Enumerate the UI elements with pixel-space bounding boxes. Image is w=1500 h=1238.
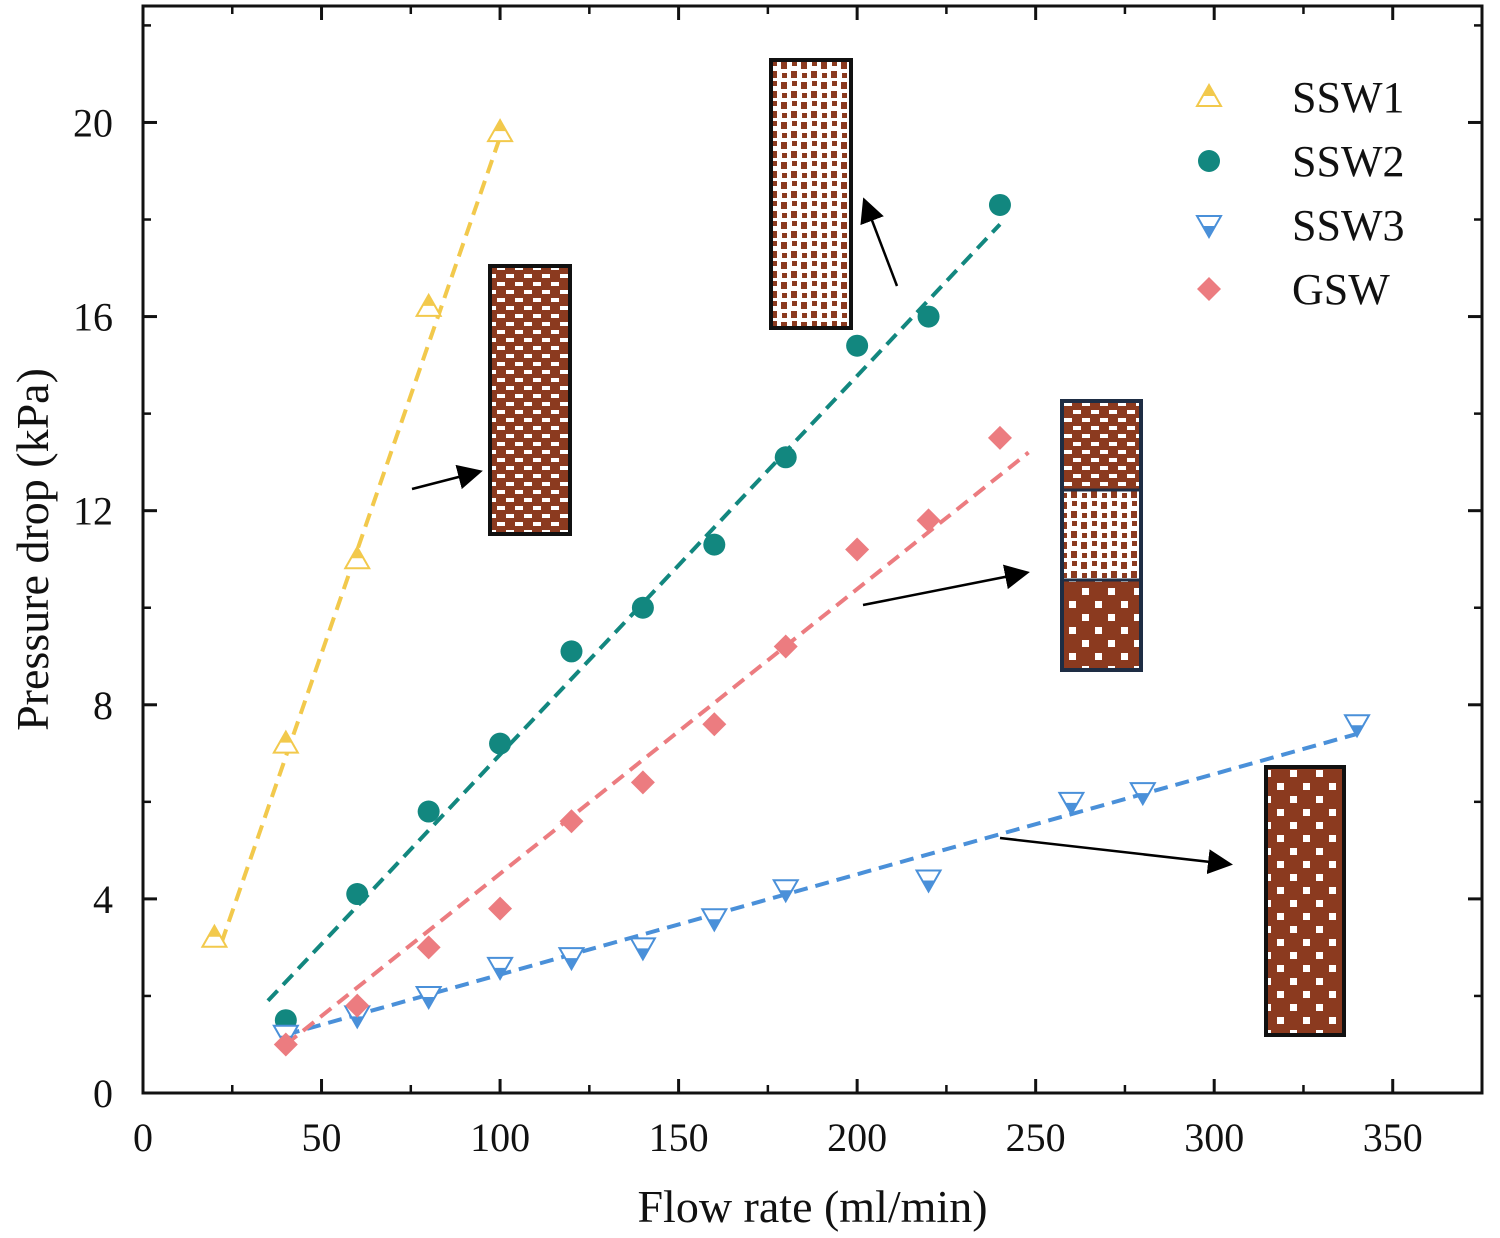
gsw-point [773,634,798,659]
x-tick-label: 0 [133,1115,153,1160]
gsw-structure-bottom [1062,580,1141,670]
x-tick-label: 150 [649,1115,709,1160]
ssw2-structure-arrow [860,197,899,287]
ssw3-point [771,879,800,904]
legend-marker-gsw [1197,277,1221,301]
y-tick-label: 16 [73,295,113,340]
ssw3-point [629,937,657,962]
data-points [200,118,1371,1057]
ssw2-point [560,640,583,663]
ssw2-point [703,533,726,556]
ssw2-point [988,193,1011,216]
ssw3-point [1057,791,1086,816]
legend-label-ssw3: SSW3 [1292,201,1404,250]
x-tick-label: 250 [1006,1115,1066,1160]
gsw-point [488,896,513,921]
gsw-structure-middle [1062,490,1141,580]
ssw1-structure-inset [488,264,572,536]
x-tick-label: 350 [1363,1115,1423,1160]
legend-marker-ssw1 [1195,82,1223,107]
ssw2-point [489,732,512,755]
legend-label-ssw1: SSW1 [1292,73,1404,122]
x-tick-label: 100 [470,1115,530,1160]
axes: 0 50 100 150 200 250 300 350 0 4 8 12 16 20 [73,6,1482,1160]
x-tick-label: 200 [827,1115,887,1160]
ssw2-point [917,305,940,328]
x-axis-title: Flow rate (ml/min) [637,1181,987,1232]
gsw-point [345,993,370,1018]
legend-marker-ssw2 [1198,150,1220,172]
gsw-point [702,712,727,737]
ssw3-point [557,947,586,972]
ssw1-point [272,729,300,754]
ssw1-point [486,118,514,143]
ssw2-point [346,883,369,906]
fit-lines [219,136,1358,1047]
plot-frame [141,4,1484,1095]
ssw1-point [414,292,443,317]
ssw3-point [700,908,729,933]
ssw3-point [914,869,943,894]
ssw3-point [486,956,514,981]
gsw-point [987,425,1012,450]
ssw2-point [631,596,654,619]
y-tick-label: 20 [73,100,113,145]
legend-label-gsw: GSW [1292,265,1390,314]
ssw3-structure-arrow [999,836,1233,875]
legend-label-ssw2: SSW2 [1292,137,1404,186]
y-tick-label: 12 [73,489,113,534]
ssw3-point [1129,782,1157,807]
legend: SSW1 SSW2 SSW3 GSW [1195,73,1404,314]
ssw3-point [1343,714,1371,739]
gsw-point [845,537,870,562]
gsw-fit-line [284,450,1030,1047]
structure-insets [411,58,1346,1037]
ssw2-point [846,334,869,357]
y-axis-title: Pressure drop (kPa) [7,368,58,731]
ssw2-structure-inset [769,58,853,330]
ssw1-fit-line [219,136,502,944]
ssw1-point [343,545,371,570]
legend-marker-ssw3 [1195,215,1223,240]
ssw3-point [414,985,443,1010]
ssw2-point [774,446,797,469]
ssw1-point [200,923,229,948]
gsw-structure-top [1062,401,1141,490]
gsw-point [273,1032,298,1057]
ssw2-point [417,800,440,823]
gsw-point [559,809,584,834]
y-tick-label: 0 [93,1071,113,1116]
gsw-point [416,935,441,960]
gsw-structure-frame [1060,399,1143,672]
y-tick-label: 4 [93,877,113,922]
ssw3-structure-inset [1264,765,1346,1037]
gsw-point [916,508,941,533]
gsw-point [630,770,655,795]
ssw3-fit-line [285,731,1358,1037]
gsw-structure-arrow [862,564,1030,607]
x-tick-label: 50 [302,1115,342,1160]
y-tick-label: 8 [93,683,113,728]
x-tick-label: 300 [1184,1115,1244,1160]
ssw1-structure-arrow [411,464,483,491]
